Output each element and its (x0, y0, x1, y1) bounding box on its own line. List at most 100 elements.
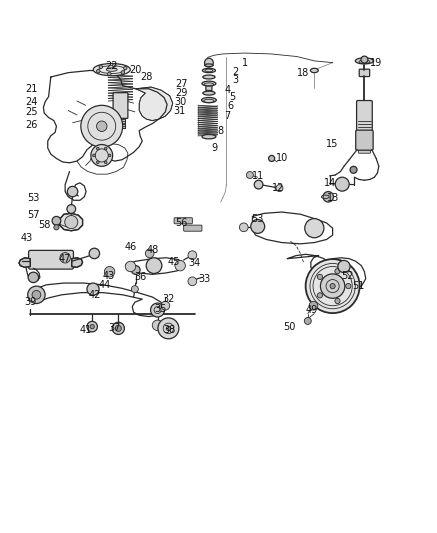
Ellipse shape (106, 68, 117, 71)
Circle shape (90, 325, 94, 329)
Circle shape (99, 65, 103, 69)
Circle shape (108, 154, 111, 157)
Circle shape (152, 320, 163, 330)
Text: 6: 6 (228, 101, 234, 111)
Text: 19: 19 (370, 58, 382, 68)
Text: 42: 42 (88, 290, 101, 300)
Circle shape (54, 225, 59, 230)
Circle shape (65, 215, 78, 229)
Text: 37: 37 (109, 324, 121, 333)
FancyBboxPatch shape (28, 251, 73, 269)
Circle shape (28, 272, 38, 282)
FancyBboxPatch shape (184, 225, 202, 231)
Text: 34: 34 (188, 258, 201, 268)
Circle shape (254, 180, 263, 189)
Circle shape (338, 261, 350, 272)
Circle shape (175, 261, 185, 271)
Text: 20: 20 (129, 64, 142, 75)
Circle shape (205, 58, 213, 67)
Circle shape (104, 161, 107, 164)
Circle shape (97, 147, 99, 150)
Ellipse shape (93, 63, 130, 76)
Ellipse shape (202, 81, 216, 86)
FancyBboxPatch shape (357, 101, 372, 134)
Circle shape (104, 266, 115, 277)
Text: 45: 45 (168, 257, 180, 267)
Text: 39: 39 (24, 297, 36, 307)
Text: 50: 50 (283, 321, 295, 332)
Text: 7: 7 (224, 111, 230, 121)
Text: 41: 41 (80, 325, 92, 335)
FancyBboxPatch shape (359, 69, 370, 77)
Circle shape (67, 205, 76, 213)
Circle shape (161, 301, 170, 310)
Polygon shape (118, 117, 125, 128)
Circle shape (60, 253, 70, 263)
Text: 51: 51 (353, 281, 365, 291)
Text: 43: 43 (21, 233, 33, 243)
FancyBboxPatch shape (174, 217, 192, 224)
Text: 31: 31 (173, 106, 185, 116)
Circle shape (335, 269, 340, 274)
Text: 5: 5 (229, 93, 236, 102)
Circle shape (335, 298, 340, 304)
Polygon shape (72, 258, 83, 268)
Circle shape (317, 274, 323, 279)
Circle shape (305, 259, 360, 313)
Text: 56: 56 (175, 218, 187, 228)
Circle shape (87, 283, 99, 295)
Circle shape (276, 184, 283, 191)
Text: 32: 32 (162, 294, 175, 304)
Polygon shape (59, 213, 83, 231)
Text: 36: 36 (134, 272, 146, 282)
Circle shape (251, 220, 265, 233)
Circle shape (304, 318, 311, 325)
Circle shape (97, 69, 100, 73)
Polygon shape (136, 87, 173, 120)
Text: 44: 44 (98, 280, 111, 290)
Circle shape (125, 261, 136, 272)
Circle shape (32, 290, 41, 299)
Ellipse shape (310, 68, 318, 72)
Text: 10: 10 (276, 152, 288, 163)
Text: 46: 46 (125, 242, 137, 252)
Circle shape (335, 177, 349, 191)
Text: 30: 30 (174, 97, 186, 107)
Text: 3: 3 (232, 75, 238, 85)
Circle shape (104, 147, 107, 150)
Circle shape (132, 286, 139, 293)
Text: 35: 35 (155, 304, 167, 314)
Circle shape (330, 284, 335, 289)
Circle shape (132, 265, 140, 274)
Text: 21: 21 (25, 84, 38, 94)
Ellipse shape (201, 98, 216, 103)
Text: 48: 48 (147, 245, 159, 255)
Circle shape (87, 321, 97, 332)
Circle shape (320, 274, 345, 298)
Circle shape (246, 172, 253, 179)
Circle shape (346, 284, 351, 289)
Ellipse shape (203, 91, 215, 95)
Text: 28: 28 (140, 72, 153, 82)
Circle shape (67, 187, 78, 197)
Text: 25: 25 (25, 107, 38, 117)
Circle shape (115, 325, 121, 332)
Polygon shape (19, 258, 30, 268)
Circle shape (97, 161, 99, 164)
Text: 26: 26 (25, 120, 38, 130)
Circle shape (323, 191, 333, 202)
Text: 12: 12 (272, 183, 285, 193)
Circle shape (28, 286, 45, 303)
Circle shape (81, 106, 123, 147)
Circle shape (146, 258, 162, 273)
Text: 9: 9 (211, 143, 217, 153)
Circle shape (317, 293, 323, 298)
Ellipse shape (202, 68, 215, 72)
Text: 15: 15 (326, 139, 338, 149)
Ellipse shape (205, 64, 213, 67)
Circle shape (108, 72, 111, 76)
Text: 1: 1 (242, 58, 248, 68)
Circle shape (350, 166, 357, 173)
Text: 52: 52 (341, 271, 353, 281)
Circle shape (52, 216, 61, 225)
